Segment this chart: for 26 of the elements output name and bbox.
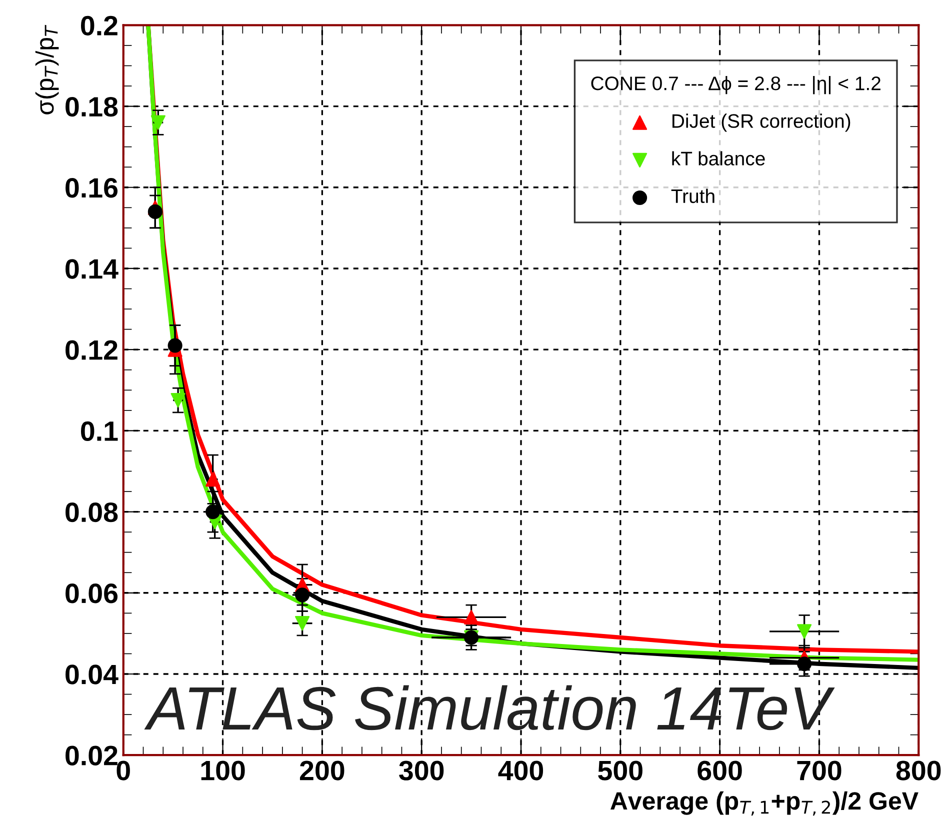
y-axis-title: σ(p$_{T}$)/p$_{T}$ xyxy=(35,24,59,114)
y-tick-label: 0.12 xyxy=(66,340,118,360)
y-tick-label: 0.08 xyxy=(66,502,118,522)
legend-label: Truth xyxy=(671,188,714,204)
x-tick-label: 500 xyxy=(598,760,642,780)
x-axis-title: Average (p$_{T,1}$+p$_{T,2}$)/2 GeV xyxy=(610,791,918,816)
y-tick-label: 0.04 xyxy=(66,664,118,684)
y-tick-label: 0.06 xyxy=(66,584,118,604)
x-tick-label: 400 xyxy=(498,760,544,780)
legend-label: kT balance xyxy=(672,151,765,166)
legend-label: DiJet (SR correction) xyxy=(672,114,850,132)
x-tick-label: 200 xyxy=(300,760,344,780)
x-tick-label: 800 xyxy=(896,760,941,780)
y-tick-label: 0.02 xyxy=(66,746,118,766)
x-tick-label: 600 xyxy=(698,760,742,780)
x-tick-label: 0 xyxy=(116,760,130,780)
x-tick-label: 700 xyxy=(797,760,842,780)
y-tick-label: 0.1 xyxy=(80,421,118,442)
legend-title: CONE 0.7 --- Δϕ = 2.8 --- |η| < 1.2 xyxy=(591,76,880,94)
x-tick-label: 100 xyxy=(201,760,245,780)
x-tick-label: 300 xyxy=(399,760,444,780)
y-tick-label: 0.14 xyxy=(66,259,118,279)
y-tick-label: 0.18 xyxy=(66,96,118,117)
y-tick-label: 0.2 xyxy=(80,16,118,36)
y-tick-label: 0.16 xyxy=(66,178,118,198)
annotation: ATLAS Simulation 14TeV xyxy=(144,685,835,730)
